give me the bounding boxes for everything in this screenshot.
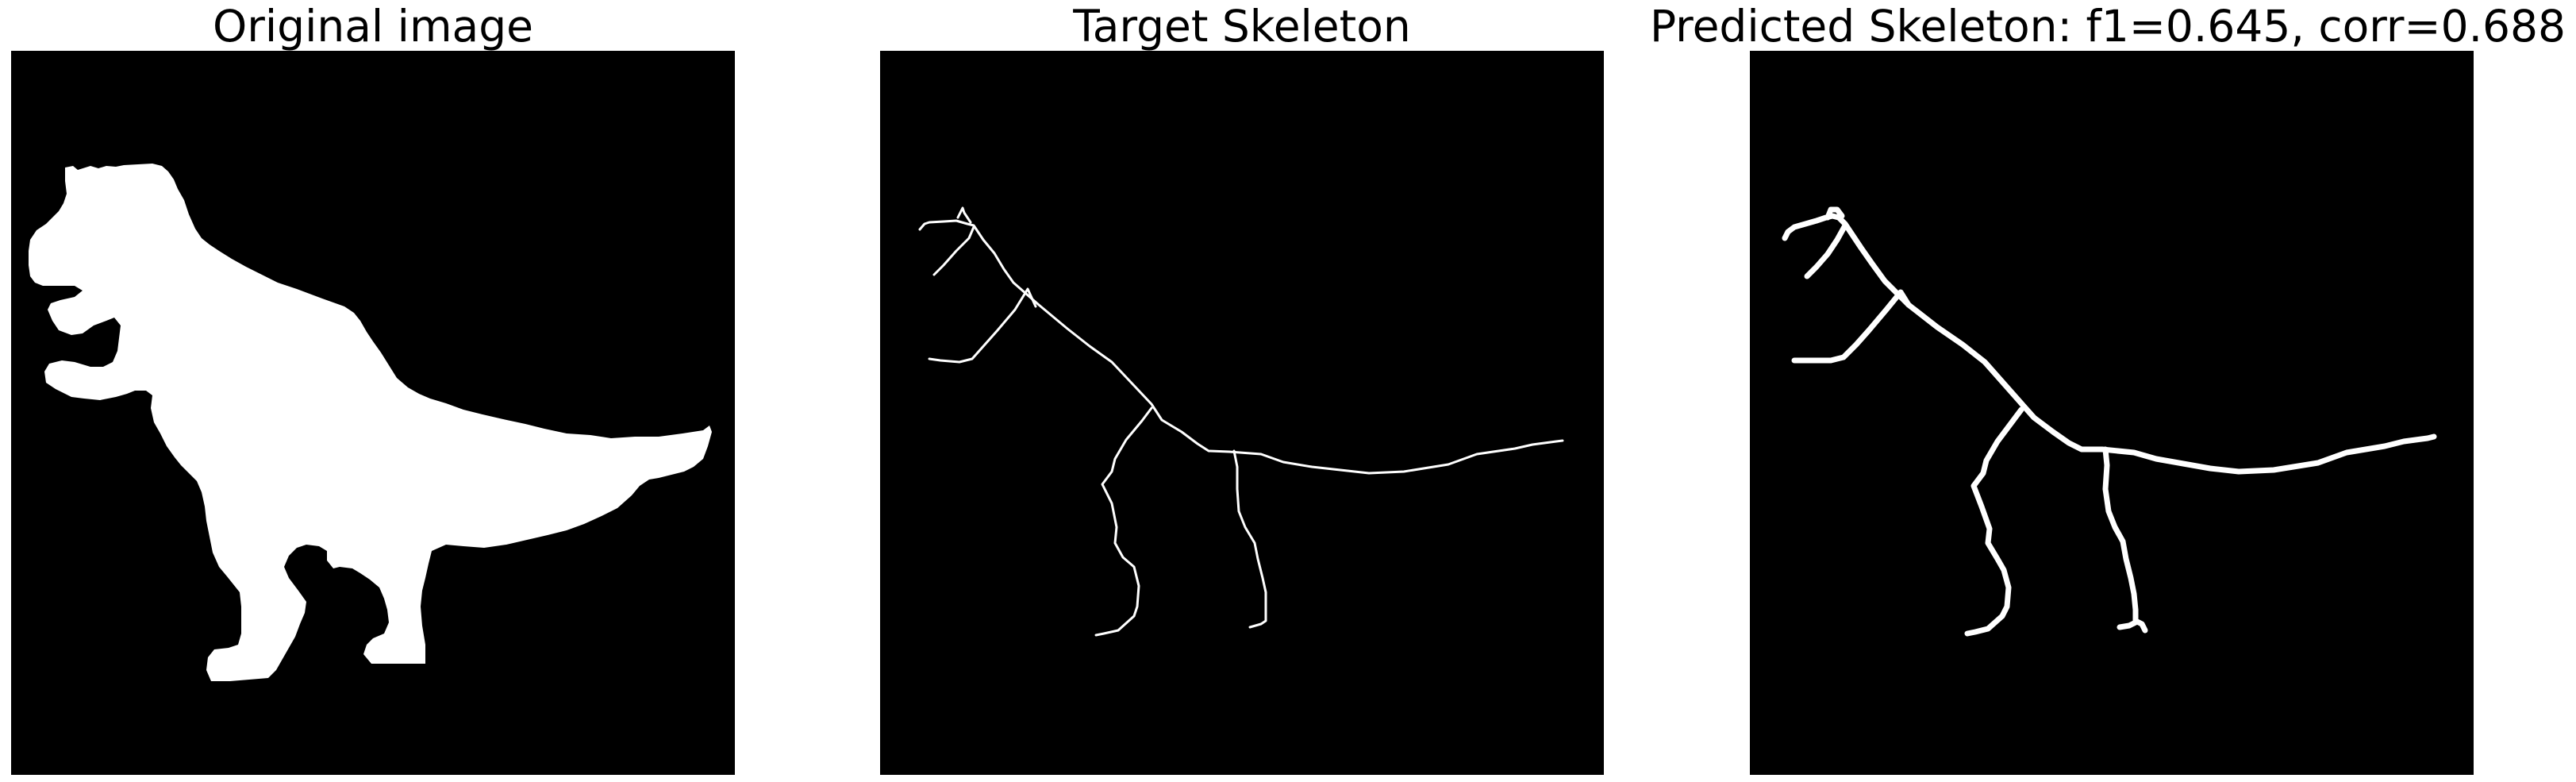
predicted-skeleton-lines	[1782, 206, 2437, 637]
dinosaur-silhouette-image	[11, 51, 735, 775]
target-skeleton-panel	[880, 51, 1604, 775]
predicted-skeleton-image	[1750, 51, 2474, 775]
original-image-panel	[11, 51, 735, 775]
target-skeleton-lines	[918, 206, 1564, 637]
target-skeleton-image	[880, 51, 1604, 775]
dinosaur-silhouette	[29, 164, 712, 681]
predicted-skeleton-title: Predicted Skeleton: f1=0.645, corr=0.688	[1649, 1, 2566, 52]
predicted-skeleton-panel	[1750, 51, 2474, 775]
original-image-title: Original image	[212, 1, 533, 52]
target-skeleton-title: Target Skeleton	[1073, 1, 1411, 52]
